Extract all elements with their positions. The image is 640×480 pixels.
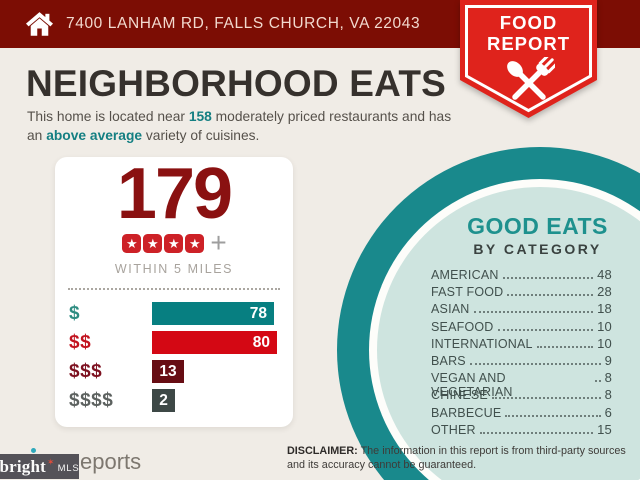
variety-highlight: above average: [46, 127, 143, 143]
bar: 13: [152, 360, 184, 383]
disclaimer: DISCLAIMER: The information in this repo…: [287, 445, 635, 472]
category-value: 18: [597, 301, 612, 317]
category-value: 28: [597, 284, 612, 300]
category-value: 8: [604, 370, 612, 386]
logo-dot-icon: [31, 448, 36, 453]
page-title: NEIGHBORHOOD EATS: [26, 63, 447, 104]
category-value: 10: [597, 335, 612, 351]
dotted-leader: [507, 294, 594, 297]
disclaimer-label: DISCLAIMER:: [287, 445, 358, 457]
price-bar-row: $$$$ 2: [69, 389, 293, 412]
bright-mls-logo: bright ✶ MLS: [0, 454, 79, 479]
category-list: AMERICAN 48 FAST FOOD 28 ASIAN 18 SEAFOOD 10 INT…: [431, 267, 612, 439]
category-label: INTERNATIONAL: [431, 336, 533, 351]
dotted-divider: [68, 288, 280, 290]
good-eats-subtitle: BY CATEGORY: [473, 241, 602, 257]
bar: 78: [152, 302, 274, 325]
intro-part2: moderately priced restaurants and has an: [27, 109, 452, 143]
dotted-leader: [491, 397, 601, 400]
bar-track: 80: [152, 331, 293, 354]
category-label: CHINESE: [431, 388, 488, 403]
star-icon: ★: [122, 234, 142, 253]
category-row: SEAFOOD 10: [431, 319, 612, 336]
category-label: BARBECUE: [431, 405, 502, 420]
category-row: ASIAN 18: [431, 301, 612, 318]
category-row: CHINESE 8: [431, 387, 612, 404]
dotted-leader: [502, 277, 594, 279]
bar-value: 78: [249, 304, 267, 322]
category-value: 15: [597, 421, 612, 437]
dotted-leader: [473, 311, 594, 314]
good-eats-title: GOOD EATS: [467, 213, 608, 239]
intro-part1: This home is located near: [27, 109, 189, 124]
bright-mls-wordmark: bright: [0, 456, 47, 476]
star-icon: ★: [143, 234, 163, 253]
category-label: BARS: [431, 353, 466, 368]
category-label: ASIAN: [431, 302, 470, 317]
price-tier-label: $$$: [69, 360, 103, 382]
category-value: 10: [597, 318, 612, 334]
bar-value: 80: [252, 333, 270, 351]
category-row: VEGAN AND VEGETARIAN 8: [431, 370, 612, 399]
price-bars: $78 $$ 80 $$$ 13 $$$$ 2: [55, 302, 293, 412]
plus-icon: +: [210, 227, 227, 258]
bar-value: 2: [159, 391, 168, 409]
category-row: BARS 9: [431, 353, 612, 370]
price-tier-label: $: [69, 302, 81, 324]
category-value: 9: [604, 352, 612, 368]
category-row: OTHER 15: [431, 422, 612, 439]
star-icon: ★: [185, 234, 205, 253]
category-value: 8: [604, 387, 612, 403]
total-restaurants: 179: [116, 154, 233, 234]
spoon-fork-icon: [507, 57, 555, 100]
price-bar-row: $78: [69, 302, 293, 325]
bar: 80: [152, 331, 277, 354]
partial-logo-text: eports: [80, 449, 142, 474]
bar: 2: [152, 389, 175, 412]
bar-track: 2: [152, 389, 293, 412]
disclaimer-text: The information in this report is from t…: [287, 445, 626, 471]
dotted-leader: [479, 431, 594, 434]
category-label: OTHER: [431, 422, 476, 437]
category-row: FAST FOOD 28: [431, 284, 612, 301]
category-label: VEGAN AND VEGETARIAN: [431, 371, 513, 400]
badge-title-line2: REPORT: [486, 33, 571, 54]
restaurant-count: 158: [188, 109, 212, 124]
price-tier-label: $$$$: [69, 389, 114, 411]
intro-text: This home is located near 158 moderately…: [27, 108, 455, 145]
bar-track: 13: [152, 360, 293, 383]
summary-card: 179 ★ ★ ★ ★ + WITHIN 5 MILES $78 $$ 80 $$$ 13 $$$…: [55, 157, 293, 427]
dotted-leader: [536, 345, 594, 348]
category-row: INTERNATIONAL 10: [431, 336, 612, 353]
category-value: 48: [597, 267, 612, 282]
price-bar-row: $$$ 13: [69, 360, 293, 383]
star-rating: ★ ★ ★ ★ +: [55, 227, 293, 258]
category-label: FAST FOOD: [431, 285, 504, 300]
food-report-badge: FOOD REPORT: [460, 0, 597, 124]
dotted-leader: [594, 380, 601, 383]
property-address: 7400 LANHAM RD, FALLS CHURCH, VA 22043: [66, 15, 421, 32]
mls-label: MLS: [57, 463, 80, 474]
badge-title-line1: FOOD: [499, 12, 558, 33]
dotted-leader: [505, 414, 601, 417]
category-row: AMERICAN 48: [431, 267, 612, 284]
bar-value: 13: [159, 362, 177, 380]
price-tier-label: $$: [69, 331, 92, 353]
badge-ribbon-shape: [460, 0, 597, 118]
category-row: BARBECUE 6: [431, 405, 612, 422]
dotted-leader: [469, 362, 601, 365]
category-label: SEAFOOD: [431, 319, 494, 334]
intro-part3: variety of cuisines.: [142, 127, 260, 143]
radius-label: WITHIN 5 MILES: [114, 262, 234, 276]
category-label: AMERICAN: [431, 268, 499, 282]
category-value: 6: [604, 404, 612, 420]
bar-track: 78: [152, 302, 293, 325]
star-icon: ★: [164, 234, 184, 253]
dotted-leader: [497, 328, 594, 331]
price-bar-row: $$ 80: [69, 331, 293, 354]
home-icon: [26, 11, 53, 36]
spark-icon: ✶: [47, 457, 55, 467]
